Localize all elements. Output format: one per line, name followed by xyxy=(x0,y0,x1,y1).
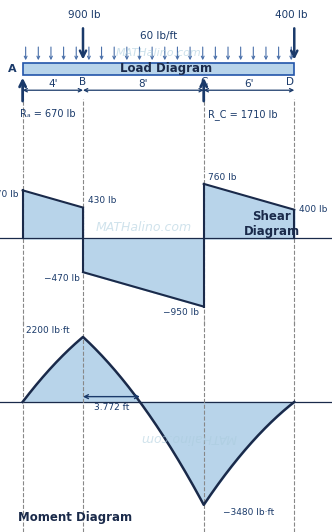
Text: MATHalino.com: MATHalino.com xyxy=(116,48,201,58)
Text: 3.772 ft: 3.772 ft xyxy=(94,403,129,412)
Text: −470 lb: −470 lb xyxy=(44,273,80,282)
Text: 8': 8' xyxy=(139,79,148,88)
Text: 6': 6' xyxy=(244,79,254,88)
Text: Load Diagram: Load Diagram xyxy=(120,62,212,76)
Text: Moment Diagram: Moment Diagram xyxy=(18,511,132,525)
Text: 400 lb: 400 lb xyxy=(299,205,327,214)
Text: MATHalino.com: MATHalino.com xyxy=(95,221,192,234)
Text: 2200 lb·ft: 2200 lb·ft xyxy=(26,326,69,335)
Text: 4': 4' xyxy=(48,79,57,88)
Text: 430 lb: 430 lb xyxy=(88,196,116,205)
Text: −950 lb: −950 lb xyxy=(163,308,199,317)
Text: 60 lb/ft: 60 lb/ft xyxy=(140,31,177,41)
Text: A: A xyxy=(8,64,17,74)
Text: 900 lb: 900 lb xyxy=(68,11,101,20)
Bar xyxy=(23,63,294,75)
Text: MATHalino.com: MATHalino.com xyxy=(140,431,237,444)
Text: D: D xyxy=(286,77,294,87)
Text: −3480 lb·ft: −3480 lb·ft xyxy=(223,508,275,517)
Text: R_C = 1710 lb: R_C = 1710 lb xyxy=(208,109,278,120)
Text: 400 lb: 400 lb xyxy=(275,11,307,20)
Text: B: B xyxy=(79,77,87,87)
Text: 670 lb: 670 lb xyxy=(0,190,18,200)
Text: Shear
Diagram: Shear Diagram xyxy=(244,210,300,238)
Text: Rₐ = 670 lb: Rₐ = 670 lb xyxy=(20,109,75,119)
Text: 760 lb: 760 lb xyxy=(208,173,237,182)
Text: C: C xyxy=(200,77,208,87)
